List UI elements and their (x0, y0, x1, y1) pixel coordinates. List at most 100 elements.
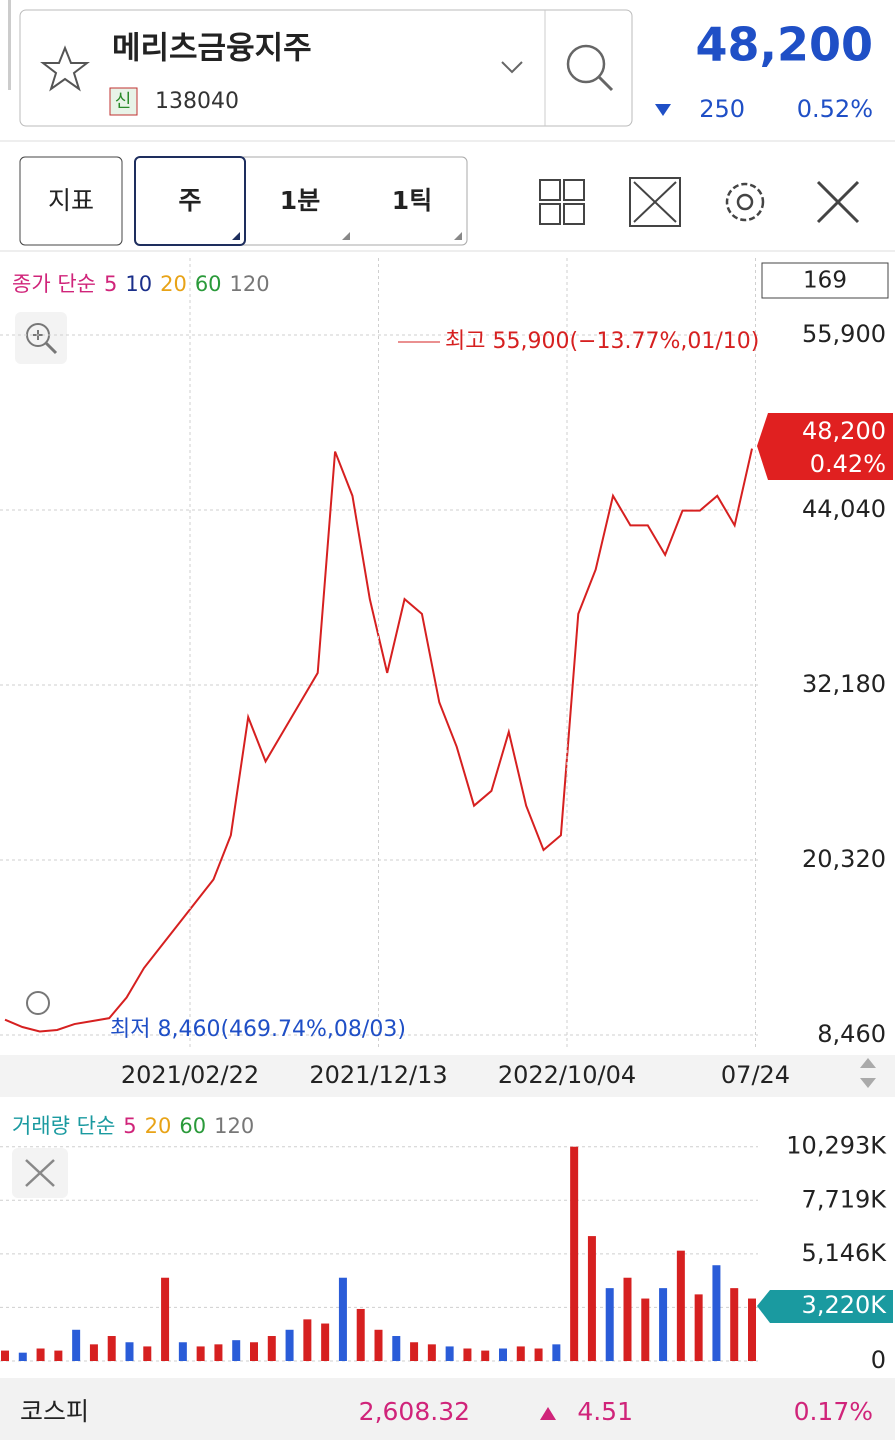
volume-bar (445, 1346, 454, 1361)
tab-box[interactable] (19, 156, 123, 246)
volume-bar (161, 1277, 170, 1361)
volume-bar (481, 1350, 490, 1361)
stock-name: 메리츠금융지주 (112, 31, 312, 67)
tab[interactable]: 주 (178, 186, 201, 215)
stock-code: 138040 (155, 89, 239, 114)
tab[interactable]: 1분 (280, 186, 320, 215)
legend-entry: 60 (195, 272, 222, 296)
y-tick-label: 8,460 (817, 1020, 886, 1048)
dropdown[interactable] (501, 61, 523, 74)
low-note: 최저 8,460(469.74%,08/03) (110, 1017, 406, 1042)
volume-bar (623, 1277, 632, 1361)
legend-entry: 5 (123, 1114, 136, 1138)
search-icon[interactable] (566, 44, 614, 92)
close-icon[interactable] (12, 1148, 68, 1198)
price-tag: 48,200 (802, 417, 886, 445)
y-tick-label: 44,040 (802, 495, 886, 523)
tab-selected[interactable] (134, 156, 246, 246)
settings-icon[interactable] (725, 182, 765, 222)
tools-icon[interactable] (816, 180, 860, 224)
legend-entry: 60 (179, 1114, 206, 1138)
zoom-out (26, 991, 50, 1015)
separator (0, 250, 895, 252)
layout-icon[interactable] (539, 179, 585, 225)
change-pct: 0.52% (797, 95, 873, 123)
favorite-star[interactable] (40, 45, 90, 92)
volume-bar (321, 1323, 330, 1361)
volume-tag: 3,220K (802, 1291, 888, 1319)
volume-bar (18, 1352, 27, 1361)
badge-box (109, 87, 138, 116)
volume-bar (712, 1265, 721, 1361)
tab[interactable]: 1틱 (392, 186, 432, 215)
legend-entry: 120 (214, 1114, 254, 1138)
legend-entry: 10 (125, 272, 152, 296)
volume-bar (107, 1336, 116, 1361)
volume-bar (641, 1298, 650, 1361)
y-tick-label: 55,900 (802, 320, 886, 348)
period: 169 (803, 268, 847, 294)
volume-bar (1, 1350, 9, 1361)
volume-bar (303, 1319, 312, 1361)
volume-bar (285, 1329, 294, 1361)
search-box[interactable] (19, 9, 633, 127)
zoom-in[interactable] (15, 312, 67, 364)
price: 48,200 (695, 18, 873, 72)
volume-bar (534, 1348, 543, 1361)
scroll-arrows[interactable] (860, 1058, 876, 1088)
y-tick-label: 0 (871, 1346, 886, 1374)
volume-bar (250, 1342, 258, 1361)
separator (0, 140, 895, 142)
down-arrow (655, 104, 671, 116)
volume-bar (570, 1146, 579, 1361)
volume-bar (730, 1288, 739, 1361)
volume-bar (676, 1250, 685, 1361)
x-axis-band (0, 1055, 895, 1097)
legend-entry: 120 (230, 272, 270, 296)
index-name: 코스피 (20, 1397, 89, 1426)
change: 250 (699, 95, 745, 123)
y-tick-label: 7,719K (802, 1185, 888, 1213)
up-arrow (540, 1407, 556, 1420)
tab[interactable]: 지표 (48, 186, 94, 215)
legend-entry: 5 (104, 272, 117, 296)
volume-bar (499, 1348, 507, 1361)
corner (232, 232, 240, 240)
index-change: 4.51 (577, 1397, 633, 1426)
volume-bar (427, 1344, 436, 1361)
period-box (761, 262, 889, 299)
badge: 신 (115, 91, 132, 112)
volume-bar (196, 1346, 205, 1361)
legend-entry: 20 (160, 272, 187, 296)
volume-bar (178, 1342, 187, 1361)
volume-bar (374, 1329, 383, 1361)
volume-bar (392, 1336, 401, 1361)
x-tick-label: 07/24 (721, 1061, 790, 1089)
volume-bar (267, 1336, 276, 1361)
expand-icon[interactable] (629, 177, 681, 227)
price-tag-bg (757, 413, 893, 480)
volume-bar (694, 1294, 703, 1361)
volume-bar (338, 1277, 347, 1361)
y-tick-label: 20,320 (802, 845, 886, 873)
corner (342, 232, 350, 240)
volume-bar (659, 1288, 668, 1361)
corner (454, 232, 462, 240)
volume-bar (748, 1298, 756, 1361)
legend-entry: 20 (145, 1114, 172, 1138)
volume-bar (214, 1344, 223, 1361)
x-tick-label: 2021/02/22 (121, 1061, 259, 1089)
footer-bar (0, 1378, 895, 1440)
price-tag: 0.42% (810, 450, 886, 478)
y-tick-label: 32,180 (802, 670, 886, 698)
volume-bar (356, 1308, 365, 1361)
volume-bar (72, 1329, 81, 1361)
y-tick-label: 10,293K (786, 1132, 887, 1160)
x-tick-label: 2021/12/13 (309, 1061, 447, 1089)
high-note: 최고 55,900(−13.77%,01/10) (445, 329, 759, 354)
volume-bar (410, 1342, 419, 1361)
y-tick-label: 5,146K (802, 1239, 888, 1267)
volume-bar (36, 1348, 45, 1361)
